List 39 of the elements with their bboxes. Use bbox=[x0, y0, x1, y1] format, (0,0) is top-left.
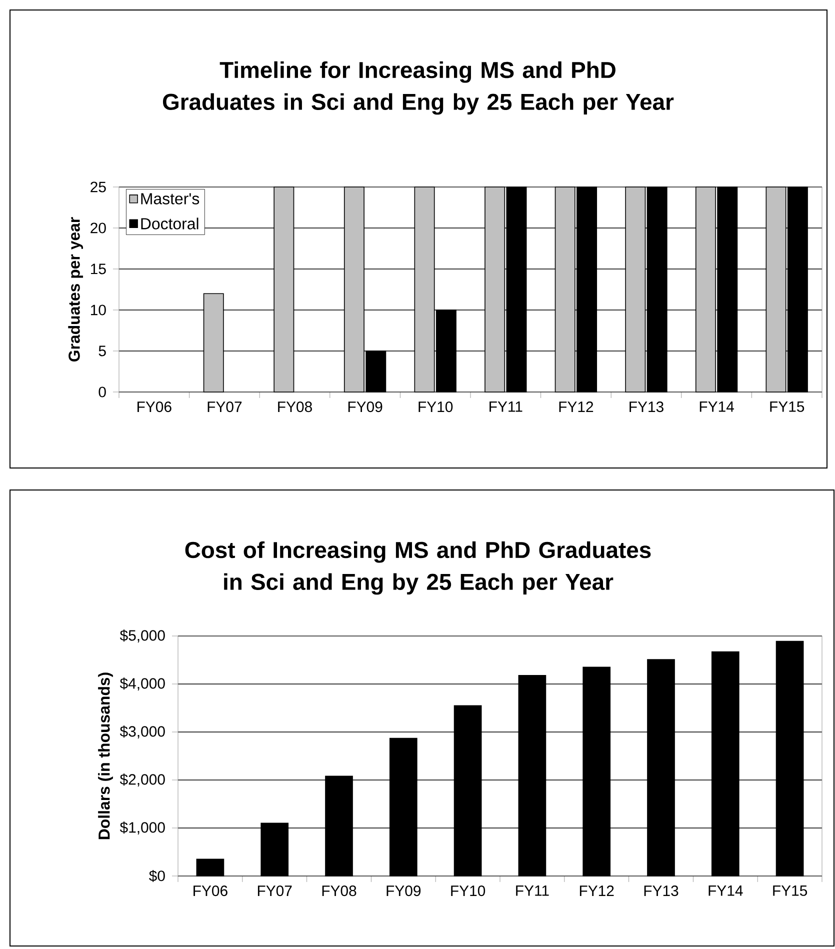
x-tick-label: FY08 bbox=[278, 402, 312, 412]
y-tick-label: $1,000 bbox=[120, 822, 165, 834]
y-tick-label: 15 bbox=[91, 264, 106, 274]
x-tick-label: FY13 bbox=[644, 886, 678, 896]
y-axis-title: Graduates per year bbox=[68, 217, 84, 362]
y-tick-label: $4,000 bbox=[120, 678, 165, 690]
y-tick-label: 10 bbox=[91, 304, 106, 316]
x-tick-label: FY10 bbox=[451, 886, 486, 896]
chart-title: Timeline for Increasing MS and PhD Graduates in Sci and Eng by 25 Each per Year bbox=[162, 61, 674, 115]
y-tick-label: $5,000 bbox=[120, 630, 165, 642]
y-tick-label: $3,000 bbox=[120, 726, 165, 738]
x-tick-label: FY11 bbox=[490, 402, 522, 412]
legend-label: Master's bbox=[141, 193, 200, 204]
y-tick-label: 0 bbox=[98, 386, 106, 398]
legend-label: Doctoral bbox=[141, 218, 198, 230]
x-tick-label: FY14 bbox=[700, 402, 734, 412]
y-tick-label: 5 bbox=[98, 346, 106, 356]
y-tick-label: 20 bbox=[90, 222, 106, 234]
x-tick-label: FY10 bbox=[418, 402, 453, 412]
x-tick-label: FY09 bbox=[386, 886, 421, 896]
x-tick-label: FY12 bbox=[580, 886, 614, 896]
x-tick-label: FY14 bbox=[708, 886, 743, 896]
chart-title: Cost of Increasing MS and PhD Graduates in Sci and Eng by 25 Each per Year bbox=[185, 541, 651, 595]
x-tick-label: FY15 bbox=[773, 886, 808, 896]
y-axis-title: Dollars (in thousands) bbox=[98, 672, 113, 840]
x-tick-label: FY08 bbox=[322, 886, 356, 896]
x-tick-label: FY07 bbox=[258, 886, 292, 896]
x-tick-label: FY12 bbox=[559, 402, 594, 412]
y-tick-label: $2,000 bbox=[120, 774, 165, 786]
x-tick-label: FY07 bbox=[208, 402, 242, 412]
x-tick-label: FY09 bbox=[348, 402, 382, 412]
y-tick-label: $0 bbox=[149, 870, 165, 882]
x-tick-label: FY11 bbox=[516, 886, 549, 896]
x-tick-label: FY15 bbox=[770, 402, 804, 412]
y-tick-label: 25 bbox=[90, 182, 106, 192]
x-tick-label: FY13 bbox=[630, 402, 664, 412]
x-tick-label: FY06 bbox=[138, 402, 172, 412]
bar bbox=[196, 858, 224, 876]
x-tick-label: FY06 bbox=[194, 886, 228, 896]
